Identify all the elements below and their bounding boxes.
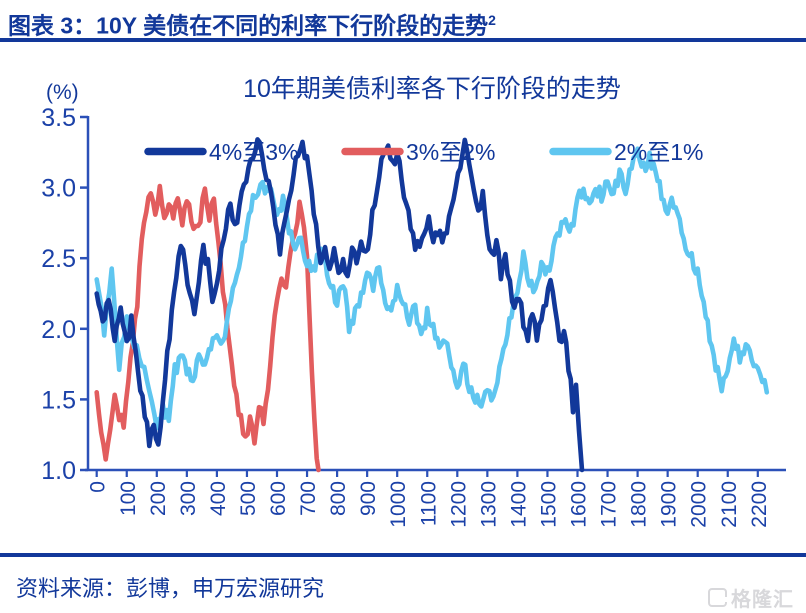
x-tick-label: 500 (237, 481, 260, 516)
y-tick-label: 2.0 (41, 316, 76, 344)
legend-item-3-to-2: 3%至2% (341, 139, 495, 165)
x-tick-label: 800 (327, 481, 350, 516)
x-tick-label: 100 (117, 481, 140, 516)
x-tick-label: 1900 (658, 481, 681, 528)
figure-title: 图表 3：10Y 美债在不同的利率下行阶段的走势 (8, 12, 489, 39)
y-tick-label: 3.5 (41, 104, 76, 132)
y-tick-label: 1.5 (41, 386, 76, 414)
legend-item-4-to-3: 4%至3% (144, 139, 298, 165)
x-tick-label: 400 (207, 481, 230, 516)
figure-header: 图表 3：10Y 美债在不同的利率下行阶段的走势2 (0, 0, 806, 42)
y-axis-ticks: 1.0 1.5 2.0 2.5 3.0 3.5 (41, 104, 88, 485)
x-tick-label: 300 (177, 481, 200, 516)
gelonghui-watermark: 格隆汇 (708, 583, 794, 612)
figure-title-superscript: 2 (488, 12, 496, 28)
x-axis-ticks: 0 100 200 300 400 500 600 700 800 900 1000 1100 1200… (87, 470, 771, 528)
x-tick-label: 2000 (688, 481, 711, 528)
x-tick-label: 1200 (447, 481, 470, 528)
x-tick-label: 200 (147, 481, 170, 516)
trend-chart: 1.0 1.5 2.0 2.5 3.0 3.5 0 100 200 300 400 500 600 700… (41, 75, 786, 528)
y-axis-unit-label: (%) (46, 81, 79, 104)
series-line-4-to-3 (94, 137, 585, 473)
axes (85, 116, 786, 472)
x-tick-label: 1400 (507, 481, 530, 528)
x-tick-label: 1500 (537, 481, 560, 528)
y-tick-label: 1.0 (41, 457, 76, 485)
x-tick-label: 1600 (568, 481, 591, 528)
series-line-2-to-1 (94, 146, 770, 431)
chart-title: 10年期美债利率各下行阶段的走势 (243, 75, 621, 103)
legend-label-4-to-3: 4%至3% (209, 139, 298, 165)
x-tick-label: 700 (297, 481, 320, 516)
x-tick-label: 2200 (748, 481, 771, 528)
y-tick-label: 2.5 (41, 245, 76, 273)
chart-legend: 4%至3% 3%至2% 2%至1% (144, 139, 703, 165)
x-tick-label: 1000 (387, 481, 410, 528)
x-tick-label: 900 (357, 481, 380, 516)
legend-item-2-to-1: 2%至1% (549, 139, 703, 165)
x-tick-label: 1300 (477, 481, 500, 528)
x-tick-label: 1100 (417, 481, 440, 526)
figure-footer: 资料来源：彭博，申万宏源研究 格隆汇 (0, 553, 806, 613)
x-tick-label: 0 (87, 481, 110, 493)
source-text: 资料来源：彭博，申万宏源研究 (16, 576, 325, 601)
x-tick-label: 600 (267, 481, 290, 516)
x-tick-label: 1800 (628, 481, 651, 528)
x-tick-label: 1700 (598, 481, 621, 528)
x-tick-label: 2100 (718, 481, 741, 528)
y-tick-label: 3.0 (41, 175, 76, 203)
legend-label-3-to-2: 3%至2% (406, 139, 495, 165)
legend-label-2-to-1: 2%至1% (614, 139, 703, 165)
gelonghui-logo-icon (708, 588, 727, 607)
watermark-text: 格隆汇 (731, 589, 794, 611)
